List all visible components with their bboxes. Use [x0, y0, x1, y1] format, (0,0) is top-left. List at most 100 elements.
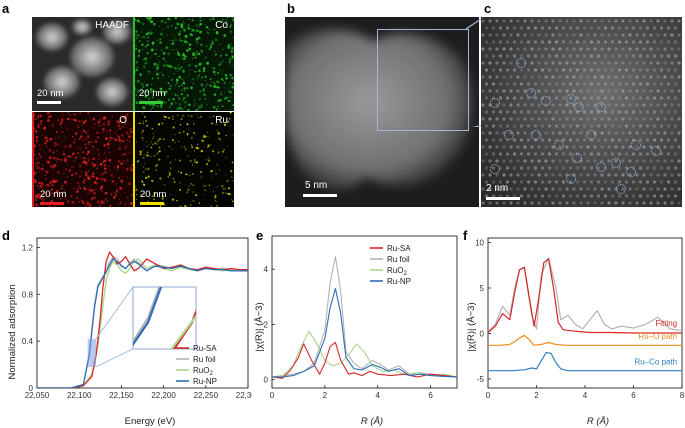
lattice-atom	[575, 54, 580, 58]
speckle-dot	[213, 28, 216, 31]
lattice-atom	[638, 194, 643, 198]
speckle-dot	[217, 72, 220, 74]
lattice-atom	[656, 117, 660, 121]
speckle-dot	[111, 116, 113, 118]
speckle-dot	[231, 46, 234, 50]
series-group	[488, 257, 682, 372]
speckle-dot	[75, 172, 78, 175]
lattice-atom	[481, 33, 485, 37]
speckle-dot	[131, 194, 133, 197]
speckle-dot	[68, 114, 70, 116]
scale-text-o: 20 nm	[40, 189, 67, 200]
speckle-dot	[161, 195, 164, 198]
lattice-atom	[498, 54, 503, 58]
lattice-atom	[666, 54, 671, 58]
speckle-dot	[184, 147, 187, 150]
speckle-dot	[141, 26, 143, 28]
tile-label-o: O	[119, 115, 127, 126]
speckle-dot	[191, 28, 193, 31]
speckle-dot	[64, 145, 67, 148]
speckle-dot	[191, 172, 194, 176]
speckle-dot	[93, 191, 96, 195]
speckle-dot	[147, 70, 150, 73]
speckle-dot	[129, 166, 132, 169]
lattice-atom	[586, 61, 590, 65]
speckle-dot	[87, 124, 89, 126]
speckle-dot	[228, 57, 232, 61]
speckle-dot	[190, 33, 193, 37]
lattice-atom	[488, 75, 492, 79]
lattice-atom	[670, 201, 674, 205]
lattice-atom	[544, 33, 548, 37]
speckle-dot	[120, 163, 122, 165]
speckle-dot	[140, 194, 142, 196]
speckle-dot	[102, 174, 104, 176]
speckle-dot	[56, 143, 59, 146]
speckle-dot	[176, 70, 179, 73]
lattice-atom	[523, 145, 527, 149]
speckle-dot	[47, 119, 50, 122]
y-tick-label: 0.8	[22, 290, 34, 299]
speckle-dot	[42, 199, 45, 202]
lattice-atom	[547, 26, 552, 30]
speckle-dot	[34, 150, 36, 152]
speckle-dot	[111, 158, 113, 160]
speckle-dot	[161, 71, 163, 73]
lattice-atom	[516, 33, 520, 37]
lattice-atom	[516, 103, 520, 107]
speckle-dot	[189, 174, 191, 176]
speckle-dot	[210, 177, 212, 178]
speckle-dot	[222, 48, 224, 51]
o-divider	[32, 112, 34, 207]
lattice-atom	[652, 40, 657, 44]
speckle-dot	[185, 173, 187, 175]
lattice-atom	[638, 54, 643, 58]
lattice-atom	[491, 82, 496, 86]
speckle-dot	[49, 115, 52, 118]
speckle-dot	[186, 134, 189, 136]
plot-frame	[36, 237, 249, 389]
speckle-dot	[166, 34, 168, 36]
single-atom-marker	[596, 162, 606, 172]
speckle-dot	[206, 163, 209, 165]
speckle-dot	[200, 149, 203, 153]
speckle-dot	[118, 176, 121, 179]
speckle-dot	[230, 50, 234, 53]
chart-f: |χ(R)| (Å−3) R (Å) 0 2 4 6 8-50510FittingRu–…	[466, 237, 685, 427]
speckle-dot	[199, 30, 202, 34]
speckle-dot	[141, 22, 145, 26]
speckle-dot	[76, 125, 78, 127]
speckle-dot	[114, 138, 117, 140]
speckle-dot	[213, 93, 217, 96]
x-tick-label: 22,200	[151, 391, 176, 400]
speckle-dot	[43, 126, 47, 130]
speckle-dot	[67, 117, 70, 121]
lattice-atom	[677, 47, 681, 51]
speckle-dot	[82, 139, 85, 142]
speckle-dot	[103, 159, 107, 163]
lattice-atom	[481, 187, 485, 191]
speckle-dot	[207, 131, 209, 134]
series-group	[37, 251, 248, 388]
speckle-dot	[92, 166, 94, 169]
speckle-dot	[81, 162, 83, 164]
lattice-atom	[621, 47, 625, 51]
speckle-dot	[125, 147, 127, 150]
lattice-atom	[670, 187, 674, 191]
speckle-dot	[179, 66, 183, 69]
lattice-atom	[628, 131, 632, 135]
speckle-dot	[64, 157, 67, 160]
lattice-atom	[586, 19, 590, 23]
speckle-dot	[120, 179, 124, 183]
lattice-atom	[600, 19, 604, 23]
lattice-atom	[670, 159, 674, 163]
lattice-atom	[635, 187, 639, 191]
x-tick-label: 22,100	[67, 391, 92, 400]
speckle-dot	[225, 174, 226, 176]
speckle-dot	[55, 131, 58, 133]
speckle-dot	[87, 129, 89, 131]
lattice-atom	[537, 89, 541, 93]
lattice-atom	[610, 124, 615, 128]
speckle-dot	[134, 33, 137, 36]
speckle-dot	[51, 180, 53, 182]
